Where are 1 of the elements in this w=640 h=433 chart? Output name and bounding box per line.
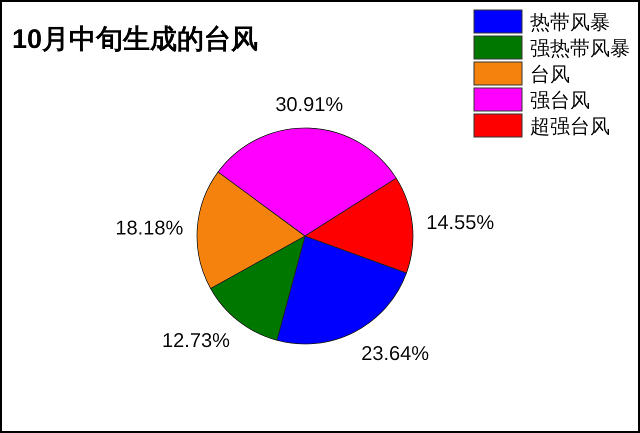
title: 10月中旬生成的台风 bbox=[12, 24, 258, 54]
